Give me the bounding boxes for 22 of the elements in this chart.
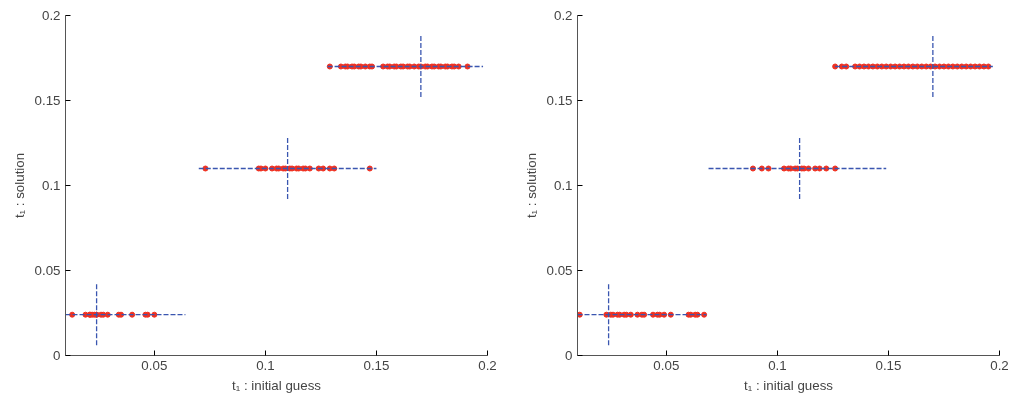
y-tick-label: 0 xyxy=(565,348,573,363)
y-tick-label: 0.05 xyxy=(34,263,61,278)
y-axis-title: t₁ : solution xyxy=(11,152,27,219)
y-tick-label: 0.2 xyxy=(41,8,61,23)
x-tick-label: 0.2 xyxy=(478,357,497,373)
y-tick-label: 0.05 xyxy=(546,263,573,278)
y-tick-label: 0.2 xyxy=(553,8,573,23)
x-axis-title: t₁ : initial guess xyxy=(232,377,322,393)
x-axis-title: t₁ : initial guess xyxy=(744,377,834,393)
x-tick-label: 0.05 xyxy=(141,357,168,373)
x-tick-label: 0.05 xyxy=(653,357,680,373)
y-axis-title: t₁ : solution xyxy=(523,152,539,219)
y-tick-label: 0.15 xyxy=(546,93,573,108)
x-tick-label: 0.2 xyxy=(990,357,1009,373)
x-tick-label: 0.1 xyxy=(256,357,275,373)
x-tick-label: 0.15 xyxy=(875,357,902,373)
x-tick-label: 0.1 xyxy=(768,357,787,373)
y-tick-label: 0.15 xyxy=(34,93,61,108)
y-tick-label: 0 xyxy=(53,348,61,363)
y-tick-label: 0.1 xyxy=(41,178,61,193)
y-tick-label: 0.1 xyxy=(553,178,573,193)
x-tick-label: 0.15 xyxy=(363,357,390,373)
